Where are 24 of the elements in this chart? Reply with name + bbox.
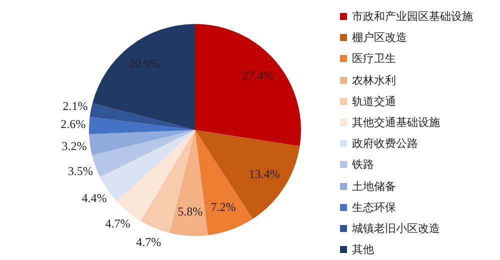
data-label: 3.5% [68,164,93,178]
data-label: 13.4% [248,167,280,182]
data-label: 4.4% [82,190,107,205]
data-label: 2.1% [62,99,88,114]
data-label: 3.2% [62,139,87,154]
legend-label: 政府收费公路 [351,136,419,152]
legend-label: 土地储备 [351,178,397,195]
data-label: 27.4% [242,68,274,82]
data-label: 4.7% [136,235,162,249]
data-label: 20.9% [128,56,160,71]
legend-label: 城镇老旧小区改造 [351,220,441,237]
legend-label: 轨道交通 [351,94,397,110]
legend-label: 生态环保 [351,200,397,216]
legend-label: 医疗卫生 [351,51,397,68]
data-label: 4.7% [105,216,130,231]
data-label: 5.8% [178,204,203,219]
legend-label: 其他交通基础设施 [351,115,441,132]
legend-label: 其他 [351,242,375,258]
legend-label: 市政和产业园区基础设施 [351,9,473,26]
legend-label: 农林水利 [351,72,397,89]
data-label: 7.2% [210,200,236,214]
data-label: 2.6% [60,116,86,131]
legend-label: 铁路 [351,157,375,174]
legend-label: 棚户区改造 [351,30,408,46]
